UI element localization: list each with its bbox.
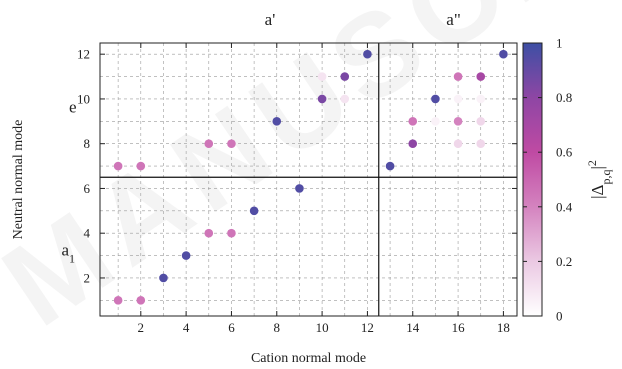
axis-ticks: 2 4 6 8 10 12 14 16 18 2 4 6 8 10 12: [77, 43, 517, 335]
y-tick-label: 8: [84, 136, 91, 151]
x-axis-label: Cation normal mode: [251, 351, 366, 366]
data-point: [431, 94, 440, 104]
x-tick-label: 4: [183, 320, 190, 335]
data-point: [204, 228, 214, 238]
x-tick-label: 14: [406, 320, 420, 335]
region-label: a': [265, 10, 276, 29]
y-tick-label: 4: [84, 226, 91, 241]
data-point: [476, 72, 486, 81]
colorbar-tick-label: 0.2: [556, 254, 572, 269]
data-point: [136, 161, 146, 171]
colorbar: 0 0.2 0.4 0.6 0.8 1 |Δp,q|2: [522, 36, 613, 324]
data-point: [453, 117, 463, 126]
data-point: [476, 117, 486, 126]
data-point: [340, 94, 350, 104]
x-tick-label: 16: [452, 320, 466, 335]
data-point: [113, 296, 123, 305]
data-point: [453, 72, 463, 81]
data-point: [453, 139, 463, 148]
data-point: [227, 139, 236, 148]
colorbar-ticks: 0 0.2 0.4 0.6 0.8 1: [523, 36, 573, 324]
x-tick-label: 12: [361, 320, 374, 335]
y-tick-label: 12: [77, 47, 90, 62]
data-point: [181, 251, 191, 260]
data-point: [476, 94, 486, 104]
x-tick-label: 6: [228, 320, 235, 335]
region-dividers: [100, 43, 517, 316]
data-point: [385, 161, 395, 171]
data-point: [431, 117, 440, 126]
data-point: [476, 139, 486, 148]
data-point: [272, 117, 282, 126]
region-label: a": [446, 10, 461, 29]
x-tick-label: 18: [497, 320, 510, 335]
data-points: [113, 49, 508, 305]
y-tick-label: 2: [84, 270, 91, 285]
data-point: [227, 228, 236, 238]
data-point: [204, 139, 214, 148]
data-point: [408, 117, 418, 126]
colorbar-title: |Δp,q|2: [585, 160, 613, 199]
data-point: [295, 184, 304, 193]
colorbar-tick-label: 0.4: [556, 199, 573, 214]
data-point: [363, 49, 372, 59]
data-point: [408, 139, 418, 148]
colorbar-tick-label: 1: [556, 36, 563, 51]
colorbar-tick-label: 0.8: [556, 90, 572, 105]
data-point: [249, 206, 259, 216]
y-tick-label: 6: [84, 181, 91, 196]
y-tick-label: 10: [77, 91, 90, 106]
data-point: [499, 49, 508, 59]
x-tick-label: 10: [316, 320, 329, 335]
data-point: [136, 296, 146, 305]
y-axis-label: Neutral normal mode: [11, 120, 26, 240]
colorbar-tick-label: 0: [556, 309, 563, 324]
data-point: [453, 94, 463, 104]
plot-frame: [99, 42, 518, 317]
data-point: [340, 72, 350, 81]
colorbar-gradient: [522, 42, 543, 317]
colorbar-tick-label: 0.6: [556, 145, 573, 160]
data-point: [317, 72, 327, 81]
x-tick-label: 2: [138, 320, 145, 335]
data-point: [317, 94, 327, 104]
x-tick-label: 8: [274, 320, 281, 335]
data-point: [159, 273, 168, 283]
data-point: [113, 161, 123, 171]
region-label: e: [69, 97, 77, 116]
